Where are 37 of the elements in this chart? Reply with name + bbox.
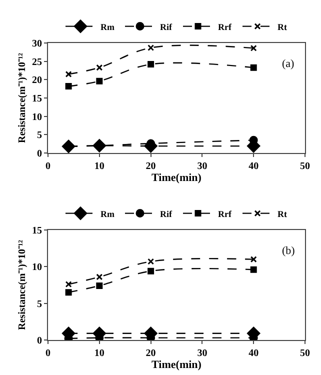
annotation: (a): [282, 58, 295, 70]
x-tick-label: 10: [94, 161, 104, 172]
x-tick-label: 20: [146, 348, 156, 359]
legend-label: Rif: [160, 22, 173, 32]
y-tick-label: 30: [32, 38, 42, 50]
y-tick-label: 15: [32, 94, 42, 104]
y-tick-label: 5: [37, 298, 42, 310]
x-tick-label: 10: [94, 348, 104, 359]
y-tick-label: 10: [32, 262, 42, 274]
x-tick-label: 30: [197, 348, 208, 359]
legend-label: Rm: [100, 208, 115, 219]
x-tick-label: 50: [300, 161, 310, 172]
x-tick-label: 40: [248, 161, 259, 172]
x-tick-label: 0: [46, 161, 50, 172]
legend-label: Rrf: [218, 208, 232, 219]
y-tick-label: 0: [37, 148, 42, 160]
legend-label: Rt: [277, 208, 287, 219]
y-axis-title: Resistance(m⁻¹)*10⁻¹²: [17, 53, 28, 143]
legend-label: Rrf: [218, 22, 232, 32]
x-tick-label: 0: [46, 348, 50, 359]
legend-label: Rif: [160, 208, 173, 219]
x-tick-label: 40: [248, 348, 259, 359]
x-axis-title: Time(min): [152, 359, 202, 372]
annotation: (b): [282, 245, 296, 257]
y-axis-title: Resistance(m⁻¹)*10⁻¹²: [17, 240, 28, 330]
y-tick-label: 0: [37, 336, 42, 346]
y-tick-label: 20: [32, 75, 42, 86]
y-tick-label: 5: [37, 130, 42, 142]
y-tick-label: 10: [32, 112, 42, 123]
legend-label: Rm: [100, 22, 115, 32]
x-tick-label: 50: [300, 348, 310, 359]
y-tick-label: 25: [32, 56, 42, 68]
x-axis-title: Time(min): [152, 172, 202, 184]
x-tick-label: 30: [197, 161, 208, 172]
x-tick-label: 20: [146, 161, 156, 172]
y-tick-label: 15: [32, 226, 42, 236]
legend-label: Rt: [277, 22, 287, 32]
